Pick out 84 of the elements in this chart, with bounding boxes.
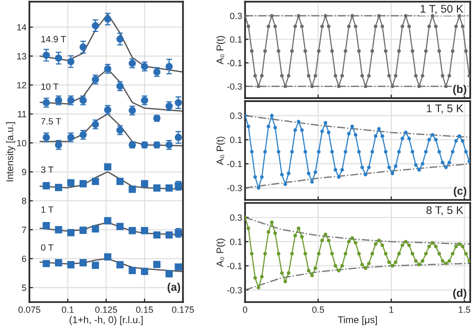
y-tick-label: 13: [17, 53, 26, 60]
y-tick-label: 8: [22, 198, 26, 204]
y-tick-label: -0.3: [227, 184, 242, 192]
point: [54, 54, 62, 62]
y-tick-label: 0.1: [230, 36, 242, 43]
point: [42, 222, 50, 230]
x-tick-label: 0.5: [312, 306, 324, 313]
y-tick-label: 0.1: [230, 238, 242, 245]
x-tick-label: 0.175: [172, 306, 194, 313]
point: [153, 260, 160, 268]
point: [140, 268, 148, 275]
x-tick-label: 0.15: [136, 306, 153, 313]
y-tick-label: 0.3: [230, 112, 242, 119]
y-tick-label: 14: [17, 24, 26, 30]
y-tick-label: -0.1: [227, 160, 242, 168]
x-tick-label: 0.125: [95, 306, 118, 313]
point: [128, 226, 136, 234]
x-tick-label: 0: [242, 306, 248, 313]
y-axis-title: A₀ P(t): [216, 36, 226, 64]
point: [104, 15, 112, 23]
point: [116, 35, 124, 43]
y-tick-label: 12: [17, 82, 26, 88]
line-series: [40, 14, 183, 73]
series-label: 14.9 T: [41, 36, 66, 42]
point: [128, 266, 136, 274]
point: [92, 178, 100, 185]
point: [153, 184, 160, 192]
point: [80, 44, 87, 51]
y-tick-label: 5: [22, 284, 26, 291]
point: [92, 225, 100, 232]
point: [92, 22, 100, 30]
y-tick-label: -0.3: [227, 83, 242, 90]
y-axis-title: A₀ P(t): [216, 238, 226, 267]
point: [42, 52, 50, 59]
y-tick-label: 0.3: [230, 214, 242, 221]
point: [104, 163, 112, 171]
y-tick-label: 7: [22, 226, 26, 233]
y-tick-label: 0.3: [230, 12, 242, 20]
annotation: (d): [453, 288, 466, 300]
point: [174, 99, 182, 106]
series-label: 10 T: [41, 83, 58, 90]
x-tick-label: 1.5: [458, 306, 470, 313]
series-label: 1 T: [41, 206, 54, 213]
point: [67, 229, 74, 236]
point: [174, 263, 182, 271]
x-tick-label: 0.1: [62, 306, 74, 313]
annotation: 1 T, 50 K: [420, 4, 464, 14]
x-axis-title: (1+h, -h, 0) [r.l.u.]: [70, 316, 143, 326]
line-series: [245, 114, 470, 138]
y-tick-label: 9: [22, 168, 26, 176]
y-tick-label: 0.1: [230, 136, 242, 144]
point: [104, 253, 112, 261]
series-label: 7.5 T: [41, 118, 61, 125]
annotation: 1 T, 5 K: [426, 104, 464, 114]
series-label: 0 T: [41, 244, 54, 251]
series-label: 3 T: [41, 166, 54, 173]
annotation: (a): [168, 282, 180, 294]
point: [166, 184, 173, 192]
point: [54, 184, 62, 192]
y-axis-title: Intensity [a.u.]: [6, 122, 16, 182]
point: [116, 178, 124, 185]
x-tick-label: 0.075: [18, 306, 40, 313]
point: [140, 226, 148, 234]
point: [166, 231, 173, 239]
annotation: (c): [454, 186, 466, 197]
x-tick-label: 1: [389, 306, 394, 313]
annotation: 8 T, 5 K: [426, 206, 464, 216]
point: [67, 58, 74, 66]
point: [174, 134, 182, 142]
y-tick-label: -0.1: [227, 60, 242, 66]
point: [42, 260, 50, 268]
y-tick-label: 10: [17, 140, 26, 146]
x-axis-title: Time [μs]: [338, 316, 377, 326]
annotation: (b): [453, 84, 466, 96]
y-axis-title: A₀ P(t): [216, 136, 226, 165]
point: [153, 231, 160, 239]
y-tick-label: -0.3: [227, 286, 242, 294]
point: [166, 62, 173, 70]
point: [116, 222, 124, 230]
line-series: [245, 216, 470, 245]
y-tick-label: -0.1: [227, 262, 242, 270]
y-tick-label: 11: [18, 111, 26, 118]
y-tick-label: 6: [22, 256, 26, 262]
point: [67, 179, 74, 186]
